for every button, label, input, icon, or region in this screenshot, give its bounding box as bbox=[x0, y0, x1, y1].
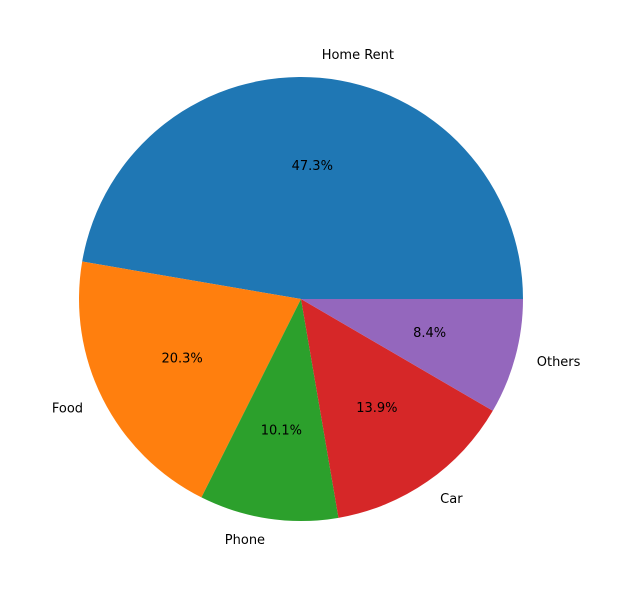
pie-slice-others bbox=[301, 299, 523, 411]
pie-pct-label: 20.3% bbox=[161, 352, 202, 367]
pie-category-label: Car bbox=[440, 492, 463, 507]
pie-category-label: Home Rent bbox=[322, 48, 394, 63]
pie-pct-label: 47.3% bbox=[292, 159, 333, 174]
pie-category-label: Food bbox=[52, 402, 83, 417]
pie-labels: 47.3% Home Rent 20.3% Food 10.1% Phone 13.9% Ca… bbox=[52, 48, 581, 548]
pie-category-label: Others bbox=[537, 355, 581, 370]
pie-slice-food bbox=[79, 261, 301, 498]
pie-slice-home-rent bbox=[82, 76, 524, 300]
pie-pct-label: 13.9% bbox=[356, 401, 397, 416]
pie-slice-car bbox=[301, 299, 493, 518]
pie-pct-label: 10.1% bbox=[261, 423, 302, 438]
pie-slices bbox=[79, 76, 524, 521]
pie-slice-phone bbox=[201, 299, 339, 521]
pie-category-label: Phone bbox=[225, 533, 265, 548]
pie-pct-label: 8.4% bbox=[413, 326, 446, 341]
